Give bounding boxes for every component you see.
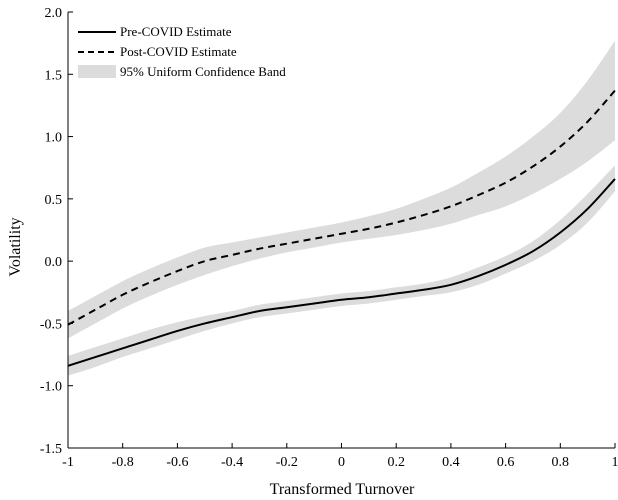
x-tick-label: 0.8: [552, 455, 570, 470]
x-tick-label: 0: [338, 455, 345, 470]
y-tick-label: 1.0: [45, 131, 63, 146]
x-tick-label: 0.2: [387, 455, 405, 470]
y-tick-label: 2.0: [45, 6, 63, 21]
y-tick-label: -1.0: [40, 380, 62, 395]
x-tick-label: -0.2: [276, 455, 298, 470]
y-tick-label: -1.5: [40, 442, 62, 457]
legend-label-pre-covid: Pre-COVID Estimate: [120, 24, 232, 39]
y-tick-label: -0.5: [40, 317, 62, 332]
confidence-band-post-covid: [68, 40, 615, 339]
y-axis-title: Volatility: [7, 217, 24, 276]
x-axis-title: Transformed Turnover: [270, 481, 415, 498]
x-tick-label: -1: [62, 455, 74, 470]
x-tick-label: 0.6: [497, 455, 515, 470]
y-tick-label: 0.5: [45, 193, 63, 208]
x-tick-label: -0.4: [221, 455, 243, 470]
x-tick-label: 0.4: [442, 455, 460, 470]
legend-swatch-band: [78, 65, 116, 78]
pre-covid-estimate-line: [67, 178, 616, 367]
y-tick-label: 0.0: [45, 255, 63, 270]
y-tick-label: 1.5: [45, 68, 63, 83]
axis-ticks: -1 -0.8 -0.6 -0.4 -0.2 0 0.2 0.4 0.6 0.8 1 -1.5 -1.0…: [40, 6, 618, 470]
legend: Pre-COVID Estimate Post-COVID Estimate 95%…: [78, 24, 286, 79]
x-tick-label: -0.8: [112, 455, 134, 470]
x-tick-label: 1: [612, 455, 618, 470]
x-tick-label: -0.6: [166, 455, 188, 470]
post-covid-estimate-line: [67, 89, 616, 326]
plot-area: [67, 40, 616, 376]
legend-label-post-covid: Post-COVID Estimate: [120, 44, 237, 59]
legend-label-band: 95% Uniform Confidence Band: [120, 64, 286, 79]
